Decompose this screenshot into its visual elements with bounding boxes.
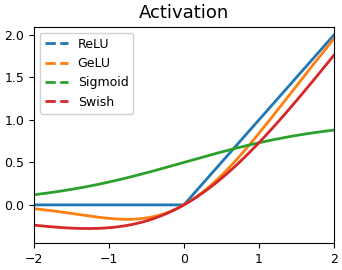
Legend: ReLU, GeLU, Sigmoid, Swish: ReLU, GeLU, Sigmoid, Swish	[40, 33, 133, 113]
Title: Activation: Activation	[139, 4, 229, 22]
